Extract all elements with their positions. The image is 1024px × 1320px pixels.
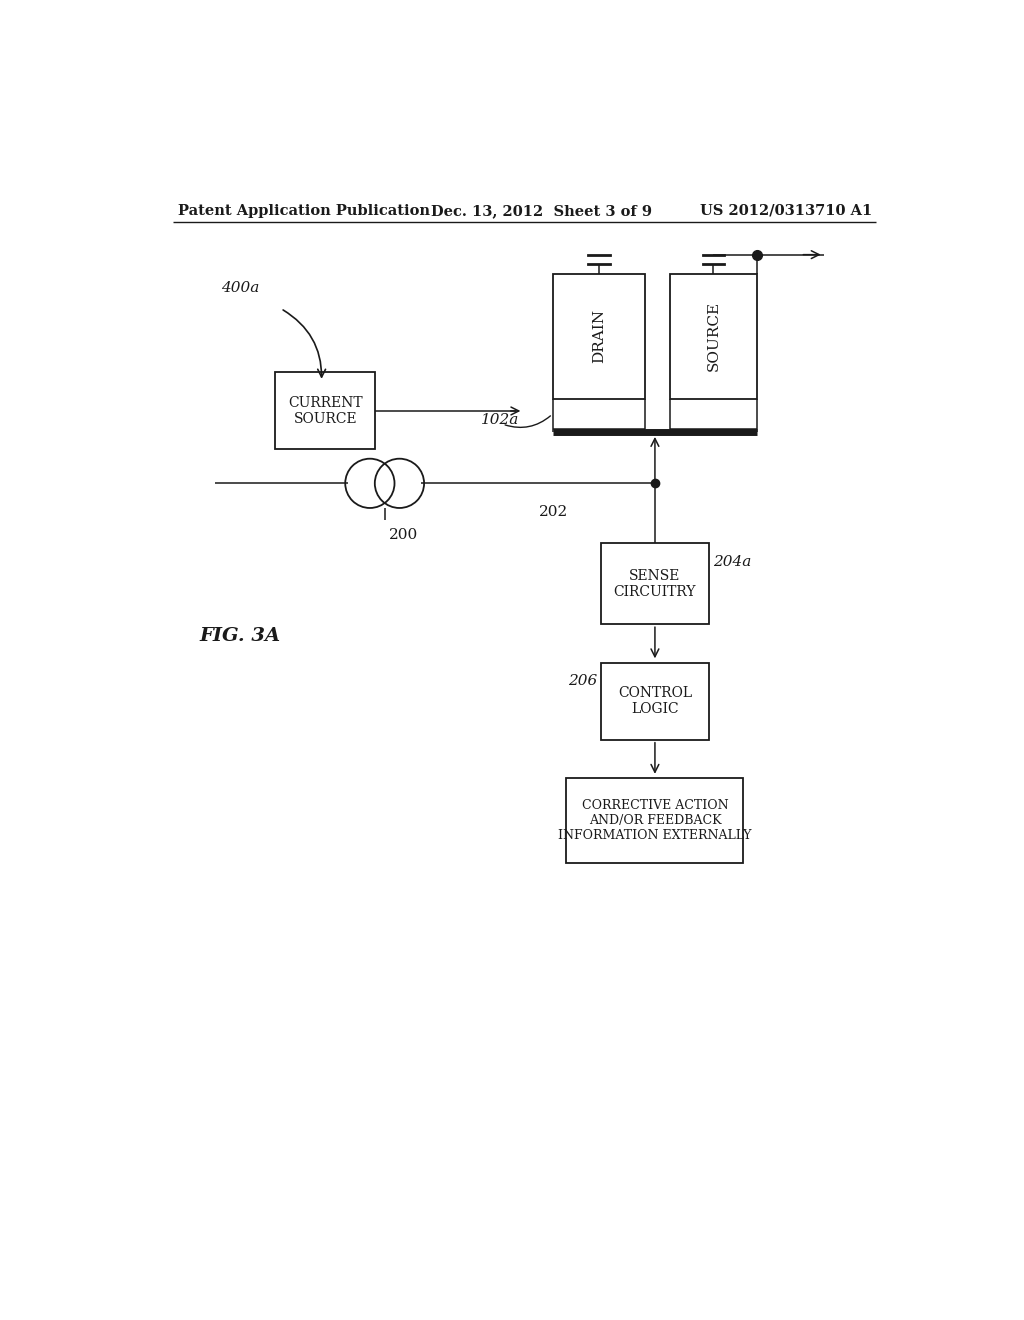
Text: US 2012/0313710 A1: US 2012/0313710 A1: [699, 203, 872, 218]
Text: Patent Application Publication: Patent Application Publication: [178, 203, 430, 218]
Text: SENSE
CIRCUITRY: SENSE CIRCUITRY: [613, 569, 696, 599]
Text: FIG. 3A: FIG. 3A: [200, 627, 281, 644]
Text: 204a: 204a: [713, 554, 751, 569]
Text: 400a: 400a: [221, 281, 260, 294]
Bar: [566, 779, 743, 863]
Bar: [670, 275, 758, 399]
Bar: [275, 372, 376, 449]
Text: 102a: 102a: [481, 413, 519, 428]
Text: 206: 206: [568, 675, 597, 688]
Text: DRAIN: DRAIN: [592, 309, 606, 363]
Bar: [601, 663, 709, 739]
Text: CORRECTIVE ACTION
AND/OR FEEDBACK
INFORMATION EXTERNALLY: CORRECTIVE ACTION AND/OR FEEDBACK INFORM…: [558, 799, 752, 842]
Text: 202: 202: [539, 506, 568, 519]
Text: Dec. 13, 2012  Sheet 3 of 9: Dec. 13, 2012 Sheet 3 of 9: [431, 203, 652, 218]
Bar: [553, 275, 645, 399]
Bar: [601, 544, 709, 624]
Text: CONTROL
LOGIC: CONTROL LOGIC: [617, 686, 692, 717]
Text: CURRENT
SOURCE: CURRENT SOURCE: [288, 396, 362, 426]
Text: SOURCE: SOURCE: [707, 301, 721, 371]
Text: 200: 200: [388, 528, 418, 543]
